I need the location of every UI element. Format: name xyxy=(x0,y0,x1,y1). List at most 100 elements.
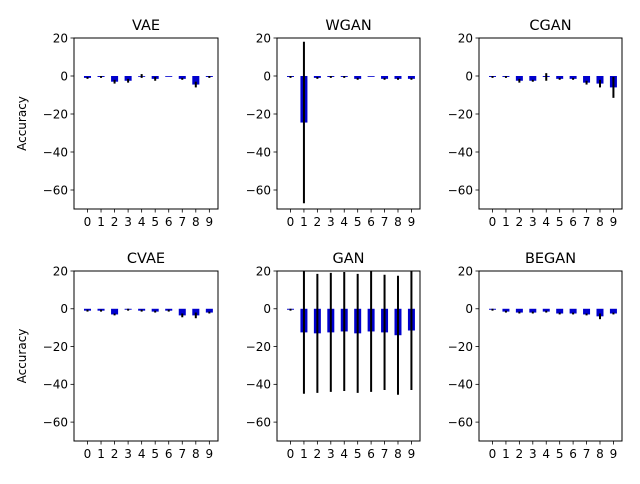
ytick-label-vae: 0 xyxy=(60,69,68,83)
bar-cvae-2 xyxy=(111,308,119,315)
bar-wgan-5 xyxy=(354,76,362,79)
bar-cgan-2 xyxy=(515,76,523,81)
xtick-label-began-1: 1 xyxy=(502,447,510,461)
xtick-label-began-6: 6 xyxy=(569,447,577,461)
xtick-label-gan-4: 4 xyxy=(340,447,348,461)
subplot-title-began: BEGAN xyxy=(525,251,576,267)
bar-cvae-7 xyxy=(178,308,186,316)
ytick-label-began: −60 xyxy=(448,415,473,429)
xtick-label-cvae-8: 8 xyxy=(192,447,200,461)
ytick-label-gan: −20 xyxy=(246,340,271,354)
xtick-label-vae-3: 3 xyxy=(124,215,132,229)
bar-wgan-6 xyxy=(367,76,375,77)
subplot-title-gan: GAN xyxy=(332,251,364,267)
xtick-label-gan-2: 2 xyxy=(314,447,322,461)
bar-cvae-5 xyxy=(151,308,159,312)
xtick-label-began-3: 3 xyxy=(529,447,537,461)
axes-frame-gan xyxy=(276,270,421,442)
xtick-label-wgan-9: 9 xyxy=(408,215,416,229)
xtick-label-cvae-3: 3 xyxy=(124,447,132,461)
ytick-label-cgan: −40 xyxy=(448,145,473,159)
xtick-label-cgan-2: 2 xyxy=(516,215,524,229)
xtick-label-began-8: 8 xyxy=(596,447,604,461)
ylabel-vae: Accuracy xyxy=(15,96,29,151)
xtick-label-wgan-6: 6 xyxy=(367,215,375,229)
bar-began-8 xyxy=(596,308,604,317)
bar-cgan-5 xyxy=(556,76,564,79)
bar-began-3 xyxy=(529,308,537,313)
xtick-label-gan-5: 5 xyxy=(354,447,362,461)
xtick-label-wgan-3: 3 xyxy=(327,215,335,229)
xtick-label-began-7: 7 xyxy=(583,447,591,461)
ytick-label-gan: −40 xyxy=(246,378,271,392)
bar-began-7 xyxy=(583,308,591,315)
ytick-label-began: −20 xyxy=(448,340,473,354)
xtick-label-wgan-7: 7 xyxy=(381,215,389,229)
bar-cgan-6 xyxy=(569,76,577,79)
bar-wgan-9 xyxy=(407,76,415,79)
ytick-label-wgan: −60 xyxy=(246,183,271,197)
xtick-label-vae-5: 5 xyxy=(151,215,159,229)
xtick-label-cgan-9: 9 xyxy=(610,215,618,229)
xtick-label-cvae-5: 5 xyxy=(151,447,159,461)
ytick-label-wgan: −20 xyxy=(246,107,271,121)
bar-began-1 xyxy=(502,308,510,312)
ytick-label-vae: −20 xyxy=(43,107,68,121)
bar-began-2 xyxy=(515,308,523,313)
xtick-label-vae-8: 8 xyxy=(192,215,200,229)
xtick-label-gan-6: 6 xyxy=(367,447,375,461)
bar-vae-6 xyxy=(165,76,173,77)
ytick-label-cgan: 20 xyxy=(458,31,473,45)
ytick-label-cvae: −60 xyxy=(43,415,68,429)
xtick-label-cgan-5: 5 xyxy=(556,215,564,229)
xtick-label-wgan-0: 0 xyxy=(287,215,295,229)
bar-cgan-3 xyxy=(529,76,537,81)
subplot-title-vae: VAE xyxy=(132,18,160,34)
subplot-title-wgan: WGAN xyxy=(325,18,371,34)
xtick-label-cgan-7: 7 xyxy=(583,215,591,229)
ytick-label-gan: 20 xyxy=(256,264,271,278)
xtick-label-vae-6: 6 xyxy=(165,215,173,229)
xtick-label-cvae-1: 1 xyxy=(97,447,105,461)
xtick-label-gan-7: 7 xyxy=(381,447,389,461)
ytick-label-began: 20 xyxy=(458,264,473,278)
xtick-label-cgan-6: 6 xyxy=(569,215,577,229)
ytick-label-gan: 0 xyxy=(263,302,271,316)
xtick-label-gan-3: 3 xyxy=(327,447,335,461)
ylabel-cvae: Accuracy xyxy=(15,329,29,384)
xtick-label-wgan-2: 2 xyxy=(314,215,322,229)
xtick-label-vae-9: 9 xyxy=(206,215,214,229)
xtick-label-cvae-7: 7 xyxy=(178,447,186,461)
bar-began-4 xyxy=(542,308,550,312)
xtick-label-began-0: 0 xyxy=(489,447,497,461)
ytick-label-gan: −60 xyxy=(246,415,271,429)
xtick-label-vae-2: 2 xyxy=(111,215,119,229)
xtick-label-vae-7: 7 xyxy=(178,215,186,229)
xtick-label-cgan-1: 1 xyxy=(502,215,510,229)
xtick-label-gan-0: 0 xyxy=(287,447,295,461)
xtick-label-began-5: 5 xyxy=(556,447,564,461)
xtick-label-cvae-0: 0 xyxy=(84,447,92,461)
ytick-label-cvae: 0 xyxy=(60,302,68,316)
xtick-label-vae-0: 0 xyxy=(84,215,92,229)
xtick-label-cvae-4: 4 xyxy=(138,447,146,461)
xtick-label-began-4: 4 xyxy=(542,447,550,461)
xtick-label-began-2: 2 xyxy=(516,447,524,461)
bar-began-5 xyxy=(556,308,564,314)
xtick-label-cvae-6: 6 xyxy=(165,447,173,461)
bar-wgan-7 xyxy=(381,76,389,79)
axes-frame-cgan xyxy=(478,37,623,210)
ytick-label-wgan: −40 xyxy=(246,145,271,159)
xtick-label-cgan-8: 8 xyxy=(596,215,604,229)
bar-began-9 xyxy=(609,308,617,314)
bar-vae-8 xyxy=(192,76,200,85)
axes-frame-began xyxy=(478,270,623,442)
